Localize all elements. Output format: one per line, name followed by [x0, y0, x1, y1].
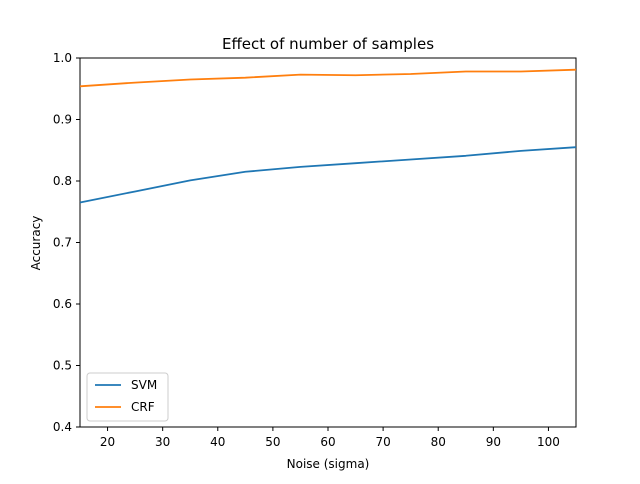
y-tick-label: 0.6	[53, 297, 72, 311]
y-tick-label: 0.4	[53, 420, 72, 434]
x-axis: 20 30 40 50 60 70 80 90 100	[100, 427, 560, 449]
x-tick-label: 80	[431, 435, 446, 449]
x-tick-label: 30	[155, 435, 170, 449]
legend-label-svm: SVM	[131, 378, 157, 392]
x-tick-label: 90	[486, 435, 501, 449]
y-tick-label: 1.0	[53, 51, 72, 65]
y-tick-label: 0.9	[53, 113, 72, 127]
x-tick-label: 60	[320, 435, 335, 449]
series-line-crf	[79, 68, 577, 88]
legend: SVM CRF	[86, 372, 169, 422]
chart-title: Effect of number of samples	[222, 35, 434, 53]
y-axis: 0.4 0.5 0.6 0.7 0.8 0.9 1.0	[53, 51, 80, 434]
x-tick-label: 20	[100, 435, 115, 449]
x-tick-label: 40	[210, 435, 225, 449]
series-line-svm	[79, 146, 577, 204]
x-tick-label: 50	[265, 435, 280, 449]
x-tick-label: 70	[375, 435, 390, 449]
series-layer	[79, 68, 577, 204]
y-tick-label: 0.7	[53, 236, 72, 250]
y-tick-label: 0.5	[53, 359, 72, 373]
legend-label-crf: CRF	[131, 400, 155, 414]
y-tick-label: 0.8	[53, 174, 72, 188]
x-tick-label: 100	[537, 435, 560, 449]
y-axis-label: Accuracy	[29, 216, 43, 271]
x-axis-label: Noise (sigma)	[287, 457, 370, 471]
